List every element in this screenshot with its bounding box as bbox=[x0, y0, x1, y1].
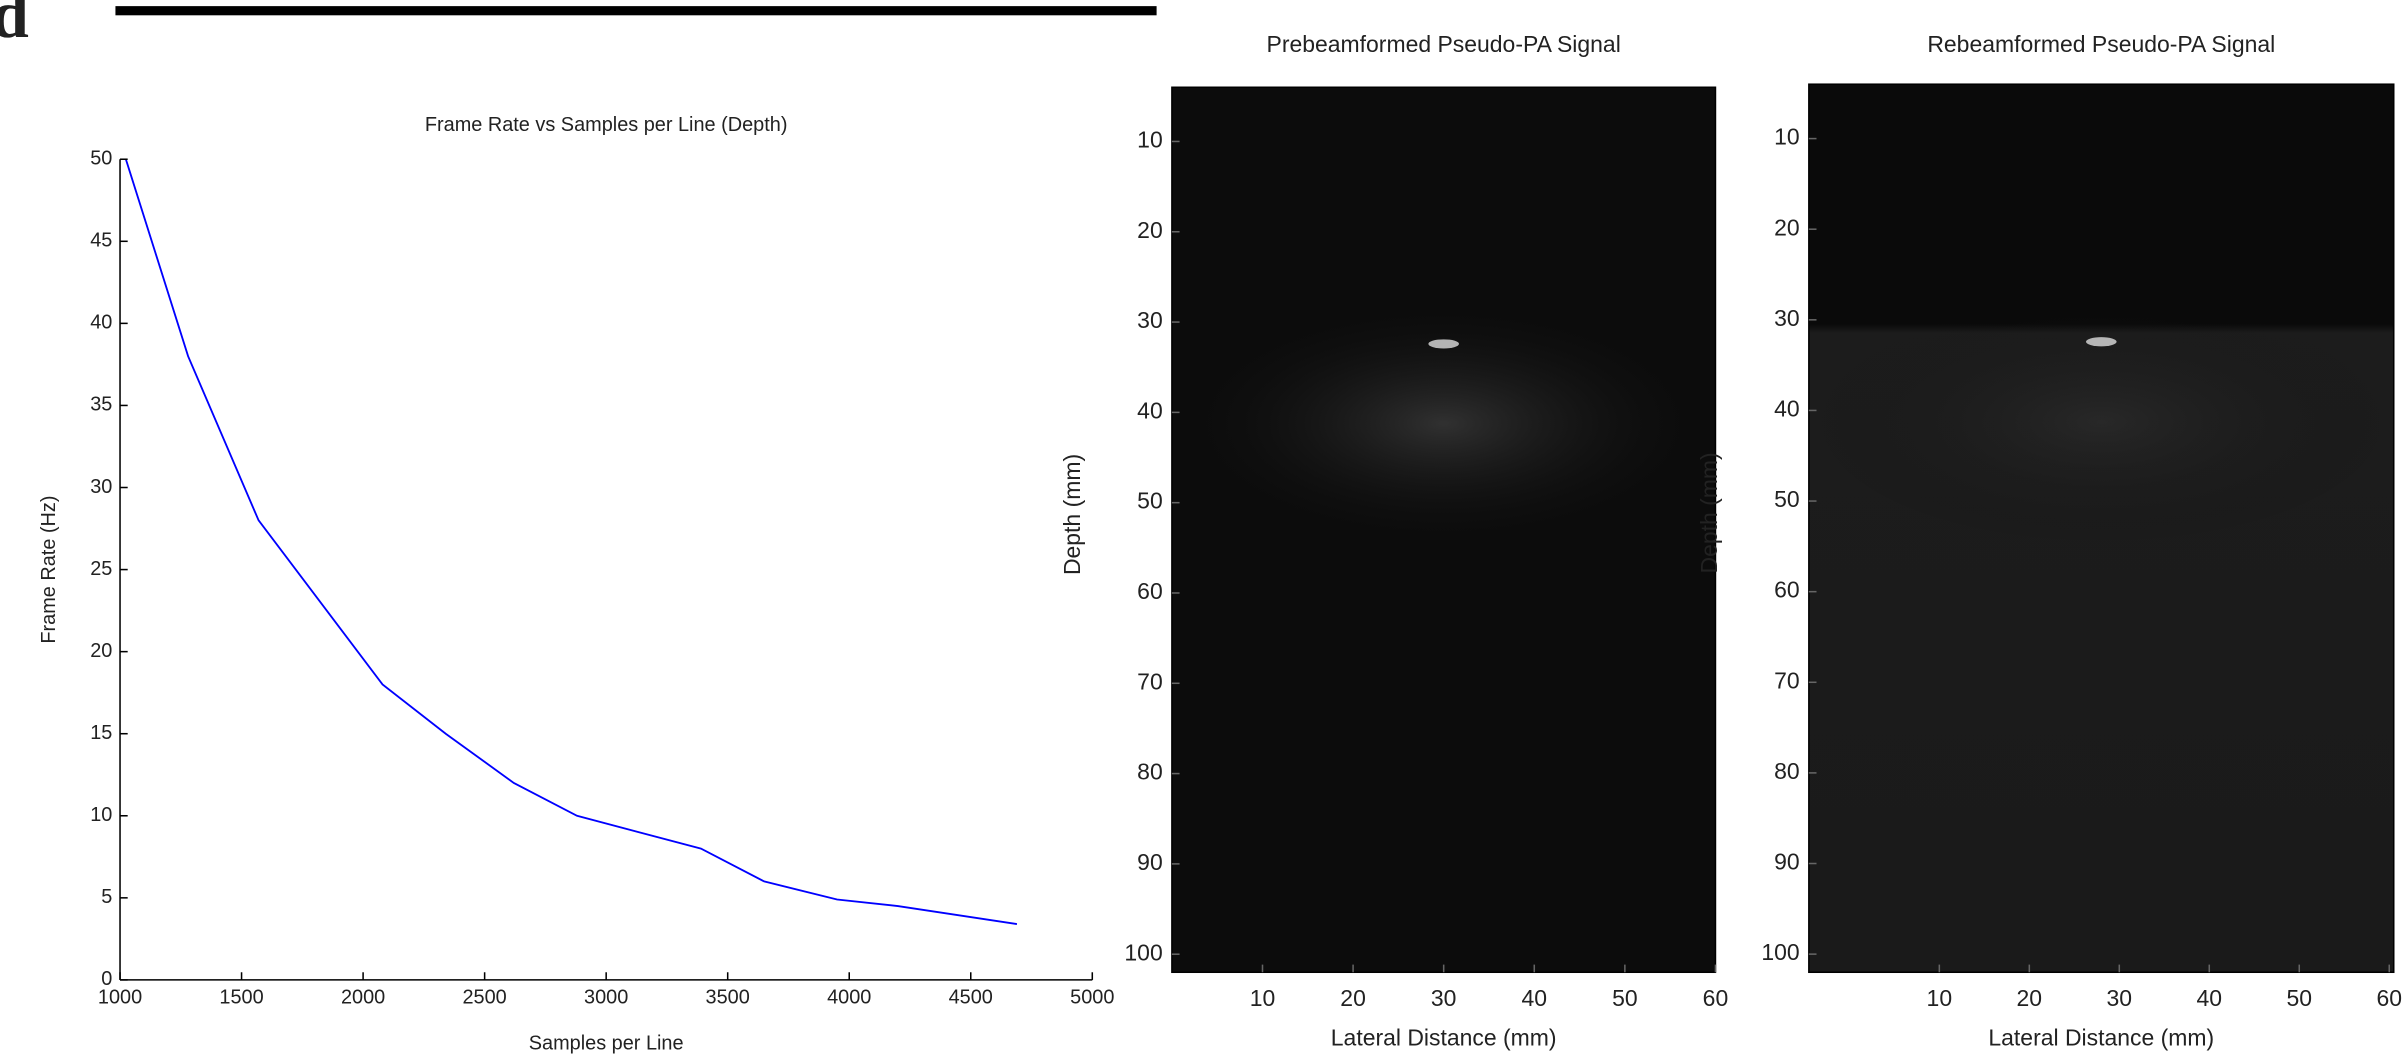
y-tick-label: 15 bbox=[90, 722, 112, 744]
x-tick-label: 40 bbox=[2197, 985, 2223, 1011]
panel-label: d bbox=[0, 0, 29, 52]
x-tick-label: 10 bbox=[1250, 985, 1276, 1011]
y-tick-label: 70 bbox=[1774, 667, 1800, 693]
y-tick-label: 10 bbox=[90, 804, 112, 826]
y-tick-label: 40 bbox=[90, 312, 112, 334]
y-axis-label: Depth (mm) bbox=[1696, 452, 1722, 573]
y-tick-label: 35 bbox=[90, 394, 112, 416]
y-tick-label: 0 bbox=[101, 968, 112, 990]
y-tick-label: 30 bbox=[1774, 305, 1800, 331]
y-tick-label: 70 bbox=[1137, 668, 1163, 694]
x-tick-label: 50 bbox=[1612, 985, 1638, 1011]
x-tick-label: 40 bbox=[1522, 985, 1548, 1011]
data-line bbox=[124, 158, 1018, 926]
x-tick-label: 1000 bbox=[98, 987, 142, 1009]
y-tick-label: 5 bbox=[101, 886, 112, 908]
y-tick-label: 40 bbox=[1137, 397, 1163, 423]
y-tick-label: 20 bbox=[90, 640, 112, 662]
x-axis-label: Lateral Distance (mm) bbox=[1988, 1025, 2214, 1051]
y-tick-label: 30 bbox=[90, 476, 112, 498]
x-tick-label: 1500 bbox=[219, 987, 263, 1009]
x-axis-label: Samples per Line bbox=[529, 1032, 684, 1054]
highlight bbox=[2085, 337, 2117, 347]
x-tick-label: 2000 bbox=[341, 987, 385, 1009]
y-axis-label: Frame Rate (Hz) bbox=[38, 496, 60, 644]
image bbox=[1808, 84, 2394, 973]
y-tick-label: 90 bbox=[1774, 849, 1800, 875]
x-tick-label: 20 bbox=[1340, 985, 1366, 1011]
y-tick-label: 50 bbox=[1774, 486, 1800, 512]
y-tick-label: 10 bbox=[1137, 127, 1163, 153]
chart-title: Rebeamformed Pseudo-PA Signal bbox=[1927, 31, 2275, 57]
y-tick-label: 50 bbox=[90, 147, 112, 169]
speckle bbox=[1808, 297, 2394, 546]
y-tick-label: 60 bbox=[1137, 578, 1163, 604]
y-tick-label: 80 bbox=[1137, 759, 1163, 785]
y-tick-label: 20 bbox=[1137, 217, 1163, 243]
speckle bbox=[1171, 299, 1716, 548]
highlight bbox=[1428, 339, 1459, 349]
y-tick-label: 25 bbox=[90, 558, 112, 580]
y-tick-label: 10 bbox=[1774, 124, 1800, 150]
x-tick-label: 4500 bbox=[949, 987, 993, 1009]
x-tick-label: 20 bbox=[2017, 985, 2043, 1011]
x-tick-label: 3500 bbox=[706, 987, 750, 1009]
chart-title: Prebeamformed Pseudo-PA Signal bbox=[1267, 31, 1621, 57]
frame bbox=[1808, 83, 2395, 974]
x-axis-label: Lateral Distance (mm) bbox=[1331, 1025, 1557, 1051]
y-tick-label: 50 bbox=[1137, 488, 1163, 514]
x-tick-label: 5000 bbox=[1070, 987, 1114, 1009]
y-tick-label: 100 bbox=[1761, 939, 1799, 965]
y-tick-label: 100 bbox=[1124, 939, 1162, 965]
y-tick-label: 90 bbox=[1137, 849, 1163, 875]
x-tick-label: 10 bbox=[1927, 985, 1953, 1011]
x-tick-label: 30 bbox=[2107, 985, 2133, 1011]
x-tick-label: 60 bbox=[2376, 985, 2402, 1011]
image bbox=[1171, 87, 1716, 973]
chart-title: Frame Rate vs Samples per Line (Depth) bbox=[425, 114, 788, 136]
y-tick-label: 60 bbox=[1774, 577, 1800, 603]
y-tick-label: 45 bbox=[90, 230, 112, 252]
y-tick-label: 30 bbox=[1137, 307, 1163, 333]
rule bbox=[115, 6, 1157, 16]
x-tick-label: 50 bbox=[2286, 985, 2312, 1011]
y-tick-label: 80 bbox=[1774, 758, 1800, 784]
x-tick-label: 30 bbox=[1431, 985, 1457, 1011]
x-tick-label: 3000 bbox=[584, 987, 628, 1009]
x-tick-label: 4000 bbox=[827, 987, 871, 1009]
y-axis-label: Depth (mm) bbox=[1059, 454, 1085, 575]
x-tick-label: 60 bbox=[1703, 985, 1729, 1011]
x-tick-label: 2500 bbox=[463, 987, 507, 1009]
y-tick-label: 20 bbox=[1774, 214, 1800, 240]
y-tick-label: 40 bbox=[1774, 395, 1800, 421]
